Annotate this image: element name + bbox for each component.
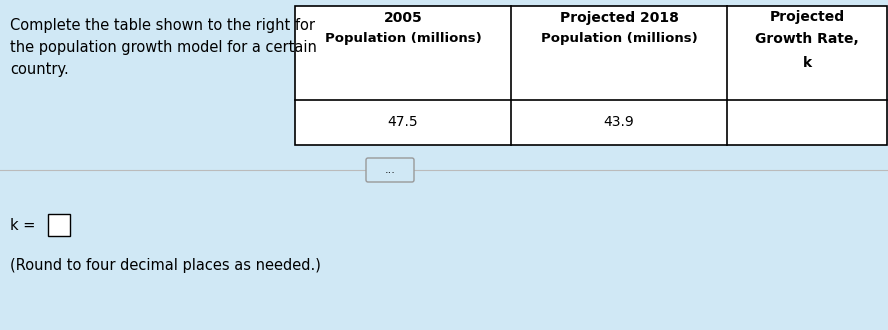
Text: Population (millions): Population (millions) [541, 32, 697, 45]
FancyBboxPatch shape [366, 158, 414, 182]
Text: k: k [803, 56, 812, 70]
Text: 43.9: 43.9 [604, 115, 635, 129]
Text: ...: ... [385, 165, 395, 175]
Text: Projected 2018: Projected 2018 [559, 11, 678, 25]
Bar [48, 214, 70, 236]
Text: Population (millions): Population (millions) [325, 32, 481, 45]
Text: k =: k = [10, 217, 36, 233]
Text: Complete the table shown to the right for: Complete the table shown to the right fo… [10, 18, 315, 33]
Text: the population growth model for a certain: the population growth model for a certai… [10, 40, 317, 55]
Text: Projected: Projected [770, 10, 844, 24]
Text: Growth Rate,: Growth Rate, [755, 32, 859, 46]
Bar [295, 6, 887, 145]
Text: 2005: 2005 [384, 11, 423, 25]
Text: country.: country. [10, 62, 68, 77]
Text: 47.5: 47.5 [388, 115, 418, 129]
Text: (Round to four decimal places as needed.): (Round to four decimal places as needed.… [10, 258, 321, 273]
